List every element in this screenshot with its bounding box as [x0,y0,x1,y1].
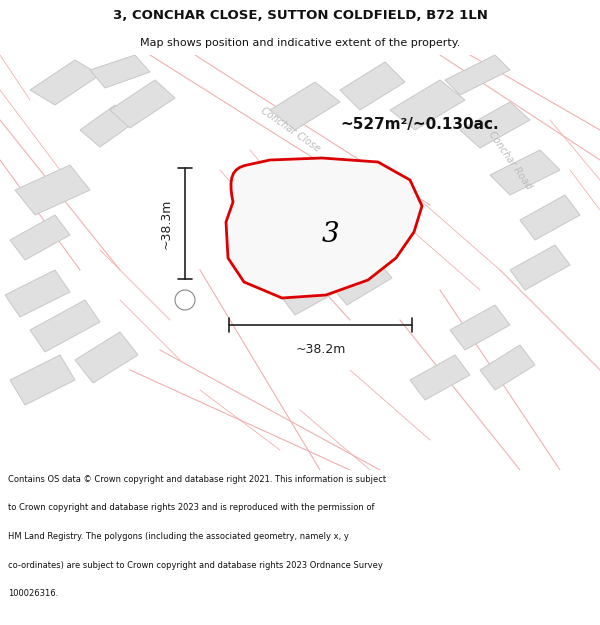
Text: to Crown copyright and database rights 2023 and is reproduced with the permissio: to Crown copyright and database rights 2… [8,503,374,512]
Polygon shape [490,150,560,195]
Polygon shape [510,245,570,290]
Polygon shape [30,60,100,105]
Text: Map shows position and indicative extent of the property.: Map shows position and indicative extent… [140,38,460,48]
Text: Conchar Close: Conchar Close [259,106,322,154]
Text: Contains OS data © Crown copyright and database right 2021. This information is : Contains OS data © Crown copyright and d… [8,474,386,484]
Polygon shape [5,270,70,317]
Polygon shape [520,195,580,240]
Polygon shape [340,62,405,110]
Text: 3, CONCHAR CLOSE, SUTTON COLDFIELD, B72 1LN: 3, CONCHAR CLOSE, SUTTON COLDFIELD, B72 … [113,9,487,22]
Text: ~38.2m: ~38.2m [295,343,346,356]
Text: Conchar Road: Conchar Road [486,129,534,191]
Polygon shape [280,270,340,315]
Polygon shape [450,305,510,350]
Polygon shape [90,55,150,88]
Polygon shape [460,102,530,148]
Polygon shape [10,215,70,260]
Polygon shape [330,258,392,305]
Polygon shape [270,82,340,130]
Polygon shape [445,55,510,95]
PathPatch shape [226,158,422,298]
Polygon shape [30,300,100,352]
Polygon shape [15,165,90,215]
Text: 3: 3 [321,221,339,249]
Polygon shape [390,80,465,130]
Polygon shape [310,212,375,260]
Polygon shape [75,332,138,383]
Text: 100026316.: 100026316. [8,589,58,598]
Polygon shape [410,355,470,400]
Polygon shape [480,345,535,390]
Polygon shape [80,105,135,147]
Polygon shape [110,80,175,128]
Polygon shape [10,355,75,405]
Text: ~527m²/~0.130ac.: ~527m²/~0.130ac. [340,118,499,132]
Text: HM Land Registry. The polygons (including the associated geometry, namely x, y: HM Land Registry. The polygons (includin… [8,532,349,541]
Text: ~38.3m: ~38.3m [160,198,173,249]
Text: co-ordinates) are subject to Crown copyright and database rights 2023 Ordnance S: co-ordinates) are subject to Crown copyr… [8,561,383,569]
